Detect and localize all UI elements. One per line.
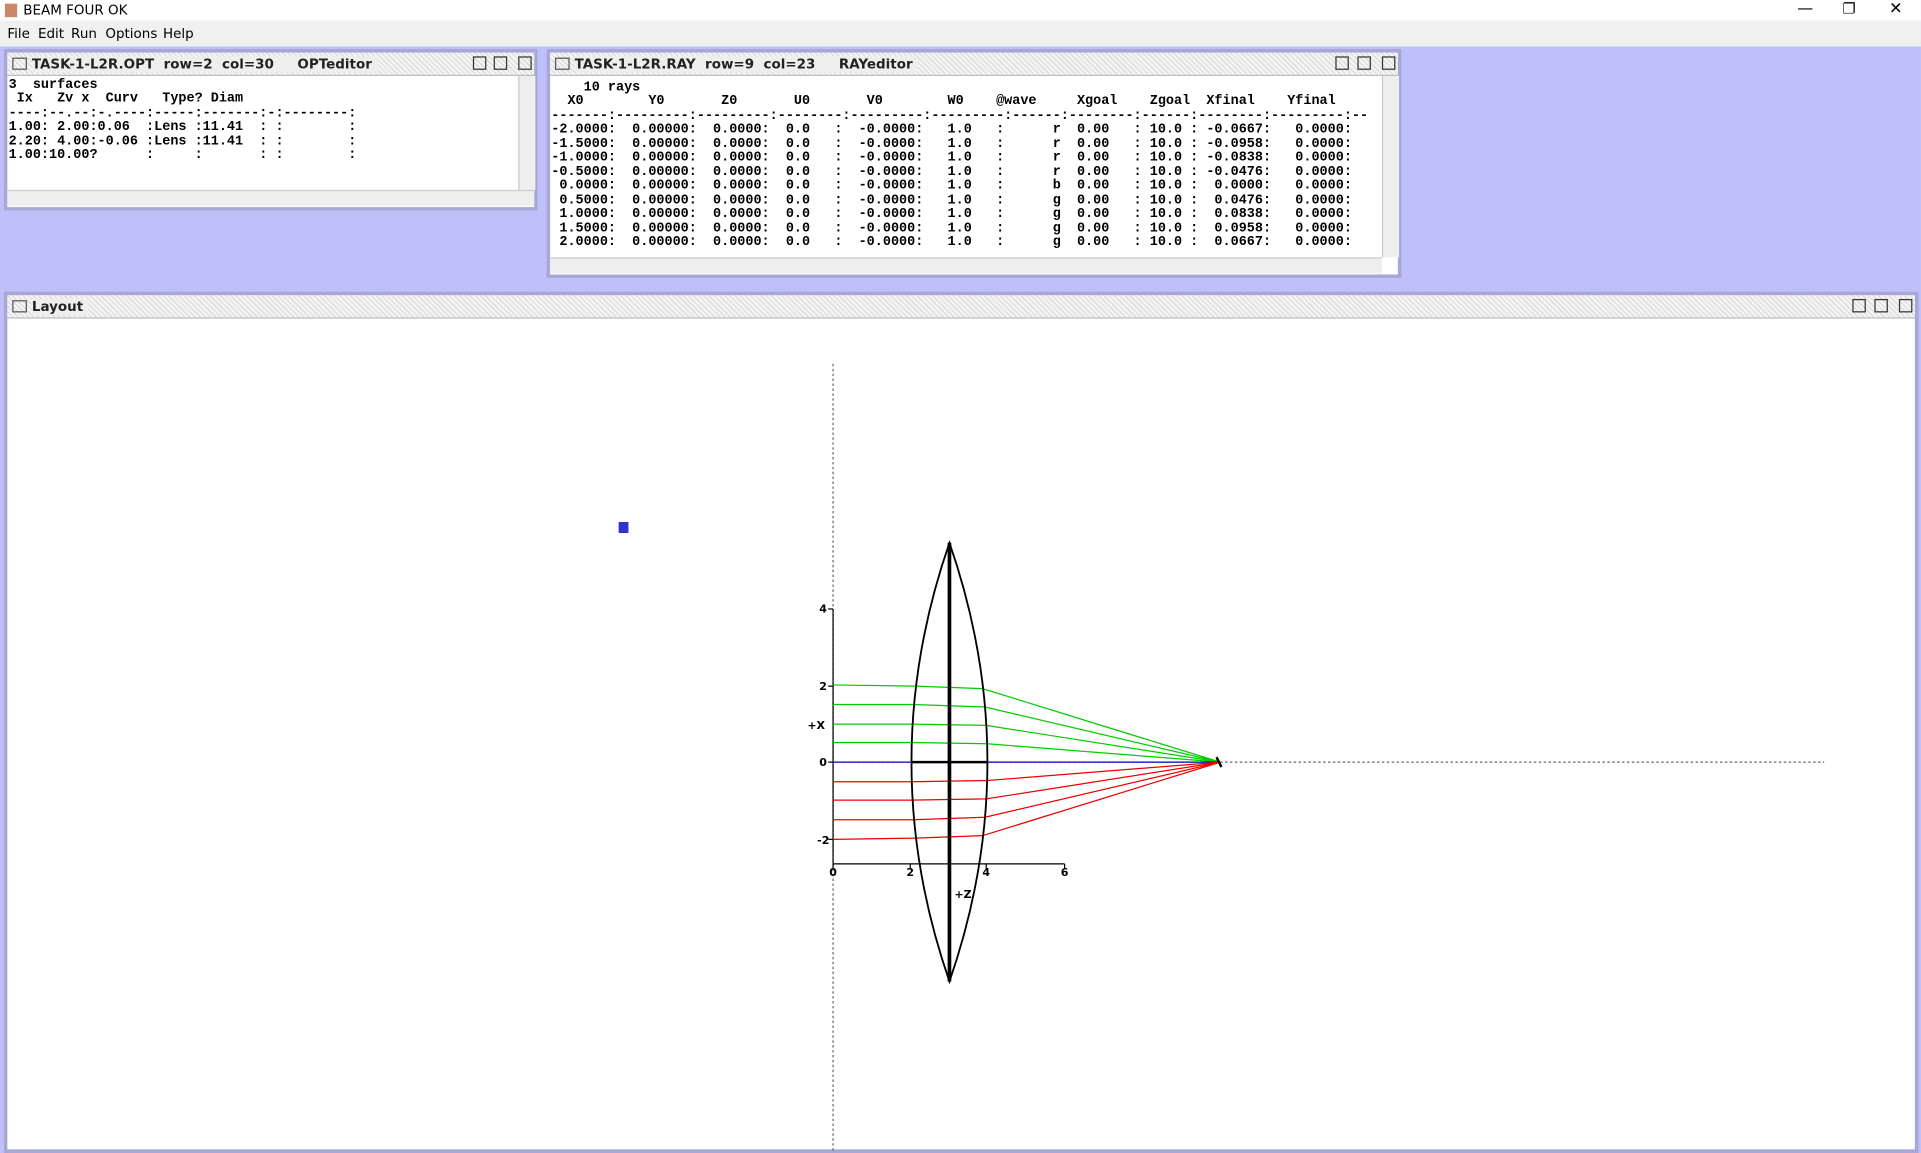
x-tick-label: 0 (819, 756, 827, 769)
app-title: BEAM FOUR OK (23, 2, 128, 19)
text-line: 1.00: 2.00:0.06 :Lens :11.41 : : : (8, 120, 357, 136)
app-icon (4, 3, 18, 18)
layout-window: Layout 4 2 0 -2 0 2 4 6 +X +Z (3, 291, 1919, 1153)
axes (828, 608, 1066, 869)
menu-item[interactable]: Options (105, 25, 158, 42)
x-tick-label: 4 (819, 603, 827, 616)
z-tick-label: 0 (829, 866, 837, 879)
x-tick-label: -2 (817, 834, 829, 847)
ray-editor: TASK-1-L2R.RAY row=9 col=23 RAYeditor 10… (546, 49, 1402, 279)
text-line: ----:--.--:-.----:-----:-------:-:------… (8, 106, 357, 122)
x-axis-label: +X (807, 719, 825, 732)
text-line: 1.00:10.00? : : : : : (8, 148, 357, 164)
close[interactable]: ✕ (1889, 0, 1903, 19)
window-title: TASK-1-L2R.OPT row=2 col=30 OPTeditor (31, 56, 377, 73)
text-line: -0.5000: 0.00000: 0.0000: 0.0 : -0.0000:… (551, 165, 1352, 180)
maximize[interactable] (1874, 298, 1888, 313)
maximize[interactable] (1357, 56, 1371, 70)
scrollbar[interactable] (7, 189, 535, 206)
opt-editor: TASK-1-L2R.OPT row=2 col=30 OPTeditor 3 … (3, 49, 538, 211)
close[interactable] (518, 56, 532, 70)
scrollbar[interactable] (518, 75, 536, 190)
text-line: 1.0000: 0.00000: 0.0000: 0.0 : -0.0000: … (551, 207, 1352, 222)
menubar: File Edit Run Options Help (0, 20, 1921, 47)
window-titlebar: Layout (7, 295, 1915, 319)
close[interactable] (1898, 298, 1913, 313)
marker (618, 521, 629, 534)
iconify[interactable] (1852, 298, 1866, 313)
text-line: 1.5000: 0.00000: 0.0000: 0.0 : -0.0000: … (551, 221, 1352, 236)
close[interactable] (1381, 56, 1396, 70)
editor-text[interactable]: 3 surfaces Ix Zv x Curv Type? Diam ----:-… (8, 78, 357, 164)
minimize[interactable]: — (1797, 0, 1814, 19)
layout-drawing: 4 2 0 -2 0 2 4 6 +X +Z (618, 363, 1825, 1151)
scrollbar[interactable] (1381, 75, 1400, 258)
menu-item[interactable]: Edit (37, 25, 65, 42)
text-line: 0.0000: 0.00000: 0.0000: 0.0 : -0.0000: … (551, 179, 1352, 194)
text-line: -1.5000: 0.00000: 0.0000: 0.0 : -0.0000:… (551, 137, 1352, 152)
editor-viewport: 10 rays X0 Y0 Z0 U0 V0 W0 @wave Xgoal Zg… (550, 76, 1382, 257)
rays (833, 684, 1221, 840)
maximize[interactable] (493, 56, 508, 70)
text-line: 10 rays (551, 80, 641, 96)
menu-item[interactable]: Help (162, 25, 194, 42)
text-line: 3 surfaces (8, 78, 98, 94)
window-titlebar: TASK-1-L2R.OPT row=2 col=30 OPTeditor (7, 52, 535, 76)
z-axis-label: +Z (954, 888, 971, 901)
window-title: Layout (31, 298, 89, 315)
menu-item[interactable]: File (7, 25, 30, 42)
menu-item[interactable]: Run (71, 25, 97, 42)
z-tick-label: 6 (1061, 866, 1069, 879)
editor-text[interactable]: 10 rays X0 Y0 Z0 U0 V0 W0 @wave Xgoal Zg… (551, 80, 1369, 250)
iconify[interactable] (472, 56, 487, 70)
x-tick-label: 2 (819, 680, 827, 693)
text-line: Ix Zv x Curv Type? Diam (8, 92, 244, 108)
text-line: 2.20: 4.00:-0.06 :Lens :11.41 : : : (8, 134, 357, 150)
window-title: TASK-1-L2R.RAY row=9 col=23 RAYeditor (574, 56, 918, 73)
z-tick-label: 2 (906, 866, 914, 879)
text-line: -2.0000: 0.00000: 0.0000: 0.0 : -0.0000:… (551, 122, 1352, 138)
text-line: -1.0000: 0.00000: 0.0000: 0.0 : -0.0000:… (551, 151, 1352, 166)
lens (910, 539, 1223, 985)
text-line: X0 Y0 Z0 U0 V0 W0 @wave Xgoal Zgoal Xfin… (551, 94, 1336, 110)
text-line: -------:---------:---------:--------:---… (551, 108, 1369, 124)
restore[interactable]: ❐ (1842, 0, 1856, 18)
window-titlebar: TASK-1-L2R.RAY row=9 col=23 RAYeditor (550, 52, 1398, 76)
iconify[interactable] (1335, 56, 1349, 70)
z-tick-label: 4 (982, 866, 990, 879)
text-line: 2.0000: 0.00000: 0.0000: 0.0 : -0.0000: … (551, 235, 1352, 250)
scrollbar[interactable] (550, 257, 1382, 274)
text-line: 0.5000: 0.00000: 0.0000: 0.0 : -0.0000: … (551, 193, 1352, 208)
app-titlebar: BEAM FOUR OK — ❐ ✕ (0, 0, 1921, 21)
